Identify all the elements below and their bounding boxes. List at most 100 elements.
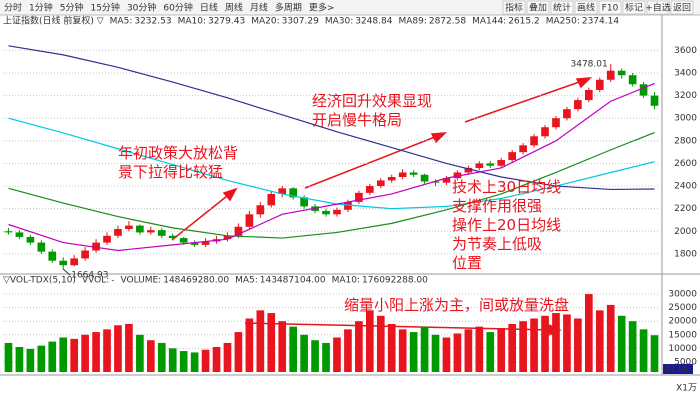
volume-bar — [289, 326, 298, 372]
toolbar-button[interactable] — [670, 0, 694, 15]
period-tab[interactable]: 30分钟 — [127, 2, 156, 14]
candle-body — [125, 225, 133, 230]
volume-bar — [81, 334, 89, 372]
volume-bar — [4, 342, 13, 372]
candle-body — [519, 145, 527, 153]
volume-bar — [136, 334, 144, 372]
toolbar-button[interactable] — [622, 0, 646, 15]
volume-bar — [103, 329, 111, 372]
candle-body — [486, 163, 495, 166]
volume-bar — [59, 337, 68, 372]
candle-body — [234, 226, 243, 236]
volume-bar — [157, 342, 166, 372]
header-name: MA89: — [398, 17, 426, 27]
period-tab[interactable]: 15分钟 — [90, 2, 119, 14]
annotation: 经济回升效果显现 — [312, 92, 432, 110]
candle-body — [223, 235, 232, 240]
toolbar-button[interactable] — [598, 0, 622, 15]
ma-line — [8, 132, 655, 239]
y-tick-label: 30000 — [668, 290, 697, 300]
volume-bar — [365, 310, 374, 372]
header-name: MA5: — [110, 17, 133, 27]
volume-bar — [508, 323, 517, 372]
candle-body — [256, 205, 265, 215]
panel-title: 上证指数(日线 前复权) ▽ — [3, 15, 104, 27]
candle-body — [289, 188, 298, 198]
toolbar-button[interactable] — [526, 0, 550, 15]
candle-body — [365, 186, 374, 193]
toolbar-button-label: 返回 — [673, 2, 691, 14]
arrow — [171, 191, 233, 241]
candle-body — [530, 136, 538, 146]
candle-body — [37, 242, 46, 252]
period-tab[interactable]: 日线 — [200, 2, 218, 14]
toolbar-button-label: +自选 — [645, 2, 671, 14]
period-tab[interactable]: 60分钟 — [163, 2, 192, 14]
volume-bar — [322, 342, 330, 372]
arrowhead — [430, 132, 447, 144]
annotation: 位置 — [452, 254, 482, 272]
candle-body — [146, 230, 155, 233]
toolbar-button-label: F10 — [602, 4, 619, 14]
volume-bar — [563, 314, 571, 372]
toolbar-button[interactable] — [574, 0, 598, 15]
candle-body — [179, 238, 188, 243]
candle-body — [322, 210, 330, 215]
toolbar-button[interactable] — [646, 0, 670, 15]
candle-body — [431, 181, 440, 183]
unit-label: X1万 — [676, 384, 697, 394]
candle-body — [617, 70, 626, 76]
header-name: VOLUME: — [120, 276, 161, 286]
candle-body — [552, 118, 560, 128]
period-tab[interactable]: 5分钟 — [60, 2, 84, 14]
y-tick-label: 20000 — [668, 317, 697, 327]
candle-body — [15, 232, 24, 237]
candle-body — [376, 180, 385, 187]
candle-body — [541, 127, 549, 137]
volume-bar — [311, 340, 319, 372]
y-tick-label: 3600 — [674, 46, 697, 56]
header-name: MA144: — [472, 17, 506, 27]
toolbar-button-label: 叠加 — [529, 3, 547, 14]
annotation: 缩量小阳上涨为主，间或放量洗盘 — [344, 296, 569, 314]
volume-bar — [37, 345, 46, 372]
arrowhead — [222, 187, 238, 202]
volume-bar — [278, 321, 287, 372]
period-tab[interactable]: 更多> — [309, 2, 335, 14]
annotation: 技术上30日均线 — [452, 178, 561, 196]
annotation: 操作上20日均线 — [452, 216, 561, 234]
toolbar-button[interactable] — [550, 0, 574, 15]
y-tick-label: 2600 — [674, 159, 697, 169]
period-tab[interactable]: 1分钟 — [29, 2, 53, 14]
candle-body — [333, 209, 341, 215]
candle-body — [59, 260, 68, 266]
header-name: MA20: — [251, 17, 279, 27]
candle-body — [574, 100, 582, 110]
header-value: 3232.53 — [134, 17, 171, 27]
period-tab[interactable]: 分时 — [4, 2, 22, 14]
volume-bar — [26, 348, 35, 372]
volume-bar — [617, 315, 626, 372]
candle-body — [245, 214, 254, 227]
volume-bar — [48, 341, 57, 372]
arrow — [464, 79, 586, 123]
volume-bar — [234, 332, 243, 372]
header-name: MA10: — [178, 17, 206, 27]
candle-body — [278, 188, 287, 194]
volume-bar — [168, 348, 177, 372]
header-name: MA10: — [332, 276, 360, 286]
volume-bar — [530, 318, 538, 372]
volume-bar — [333, 337, 341, 372]
annotation: 年初政策大放松背 — [118, 144, 238, 162]
toolbar-button[interactable] — [502, 0, 526, 15]
volume-bar — [574, 318, 582, 372]
volume-bar — [92, 332, 100, 372]
annotation: 开启慢牛格局 — [312, 111, 402, 129]
period-tab[interactable]: 周线 — [225, 2, 243, 14]
candle-body — [157, 230, 166, 236]
volume-bar — [584, 294, 593, 372]
period-tab[interactable]: 月线 — [250, 2, 268, 14]
period-tab[interactable]: 多周期 — [275, 2, 302, 14]
annotation: 支撑作用很强 — [452, 197, 542, 215]
